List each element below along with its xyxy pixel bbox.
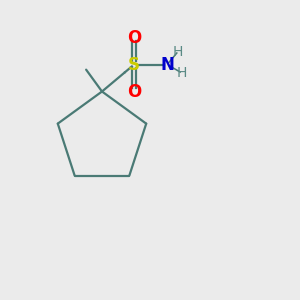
Text: S: S [128, 56, 140, 74]
Text: O: O [127, 28, 141, 46]
Text: O: O [127, 82, 141, 100]
Text: H: H [176, 66, 187, 80]
Text: N: N [160, 56, 174, 74]
Text: H: H [172, 45, 183, 59]
